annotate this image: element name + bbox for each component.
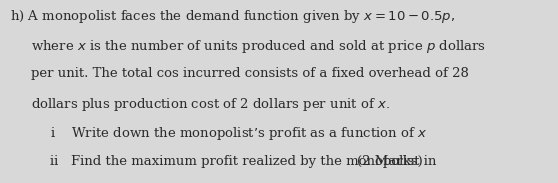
- Text: ii   Find the maximum profit realized by the monopolist in: ii Find the maximum profit realized by t…: [50, 155, 436, 168]
- Text: per unit. The total cos incurred consists of a fixed overhead of 28: per unit. The total cos incurred consist…: [31, 67, 469, 80]
- Text: i    Write down the monopolist’s profit as a function of $x$: i Write down the monopolist’s profit as …: [50, 125, 428, 142]
- Text: (2 Marks): (2 Marks): [357, 155, 423, 168]
- Text: dollars plus production cost of 2 dollars per unit of $x.$: dollars plus production cost of 2 dollar…: [31, 96, 389, 113]
- Text: where $x$ is the number of units produced and sold at price $p$ dollars: where $x$ is the number of units produce…: [31, 38, 485, 55]
- Text: h) A monopolist faces the demand function given by $x = 10 - 0.5p,$: h) A monopolist faces the demand functio…: [10, 8, 455, 25]
